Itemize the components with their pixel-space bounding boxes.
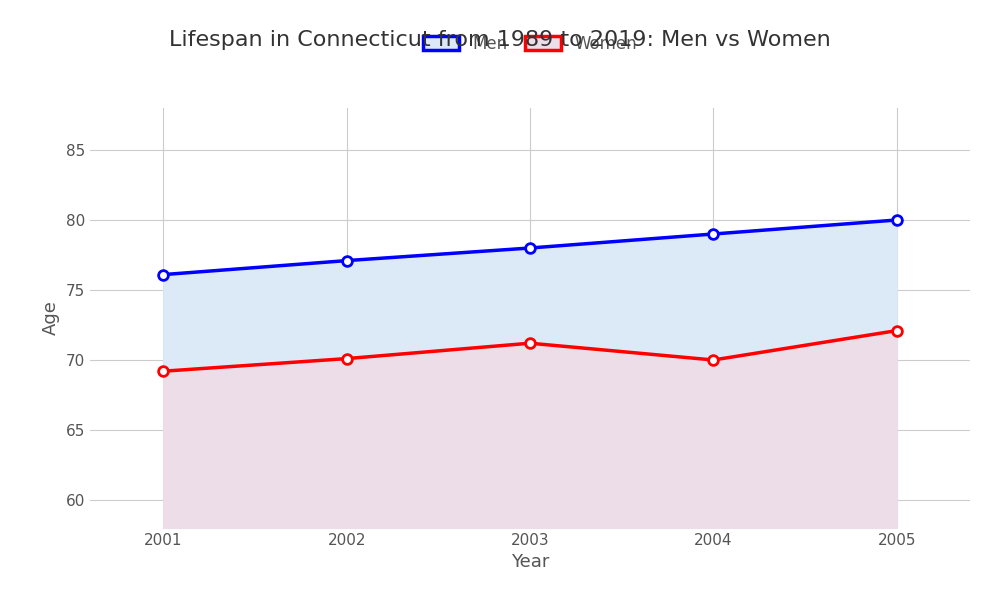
X-axis label: Year: Year [511,553,549,571]
Y-axis label: Age: Age [42,301,60,335]
Legend: Men, Women: Men, Women [416,28,644,59]
Text: Lifespan in Connecticut from 1989 to 2019: Men vs Women: Lifespan in Connecticut from 1989 to 201… [169,30,831,50]
